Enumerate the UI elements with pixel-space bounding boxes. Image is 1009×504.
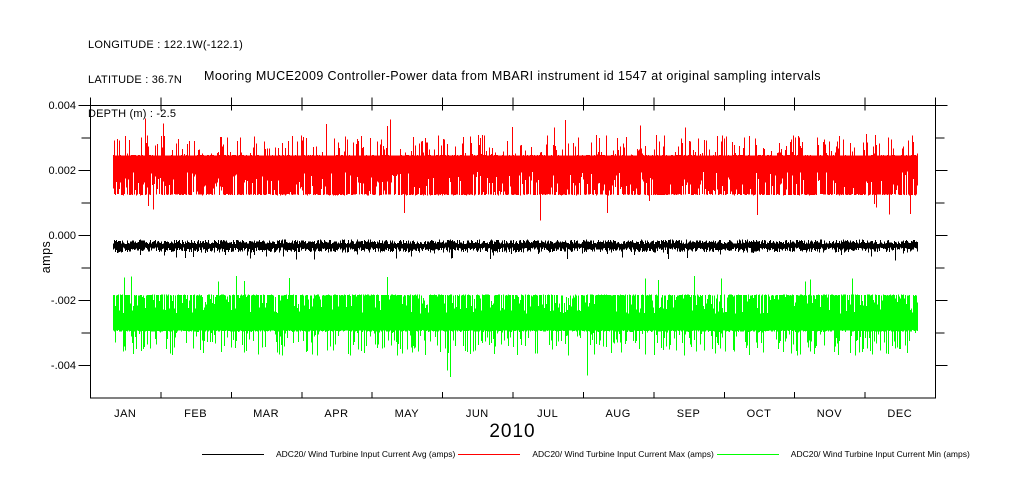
legend-entry-min: ADC20/ Wind Turbine Input Current Min (a… — [716, 449, 970, 459]
x-axis-year-label: 2010 — [489, 421, 536, 442]
avg-line-swatch — [202, 453, 264, 455]
y-tick-label: 0.002 — [48, 165, 76, 177]
month-label: FEB — [184, 408, 207, 420]
max-line-swatch — [458, 453, 521, 455]
longitude-text: LONGITUDE : 122.1W(-122.1) — [88, 39, 243, 51]
month-label: MAY — [395, 408, 420, 420]
depth-text: DEPTH (m) : -2.5 — [88, 108, 177, 120]
legend-entry-max: ADC20/ Wind Turbine Input Current Max (a… — [458, 449, 714, 459]
y-tick-label: -.004 — [51, 360, 76, 372]
month-label: APR — [324, 408, 348, 420]
min-line-swatch — [716, 453, 779, 455]
month-label: NOV — [817, 408, 843, 420]
latitude-text: LATITUDE : 36.7N — [88, 73, 183, 86]
legend: ADC20/ Wind Turbine Input Current Avg (a… — [202, 447, 973, 461]
legend-label-min: ADC20/ Wind Turbine Input Current Min (a… — [790, 449, 970, 459]
month-label: JUN — [466, 408, 489, 420]
month-label: AUG — [605, 408, 630, 420]
month-label: SEP — [677, 408, 701, 420]
month-label: JUL — [537, 408, 558, 420]
series-avg — [113, 239, 918, 261]
series-max — [113, 118, 918, 221]
month-label: MAR — [253, 408, 279, 420]
y-tick-label: -.002 — [51, 295, 76, 307]
chart-title: Mooring MUCE2009 Controller-Power data f… — [204, 69, 821, 83]
legend-entry-avg: ADC20/ Wind Turbine Input Current Avg (a… — [202, 449, 455, 459]
series-min — [113, 276, 918, 377]
month-label: DEC — [887, 408, 912, 420]
y-tick-label: 0.000 — [48, 230, 76, 242]
metadata-header: LONGITUDE : 122.1W(-122.1) LATITUDE : 36… — [88, 17, 243, 144]
legend-label-max: ADC20/ Wind Turbine Input Current Max (a… — [532, 449, 714, 459]
month-label: OCT — [747, 408, 772, 420]
month-label: JAN — [114, 408, 136, 420]
legend-label-avg: ADC20/ Wind Turbine Input Current Avg (a… — [276, 449, 456, 459]
y-tick-label: 0.004 — [48, 100, 76, 112]
